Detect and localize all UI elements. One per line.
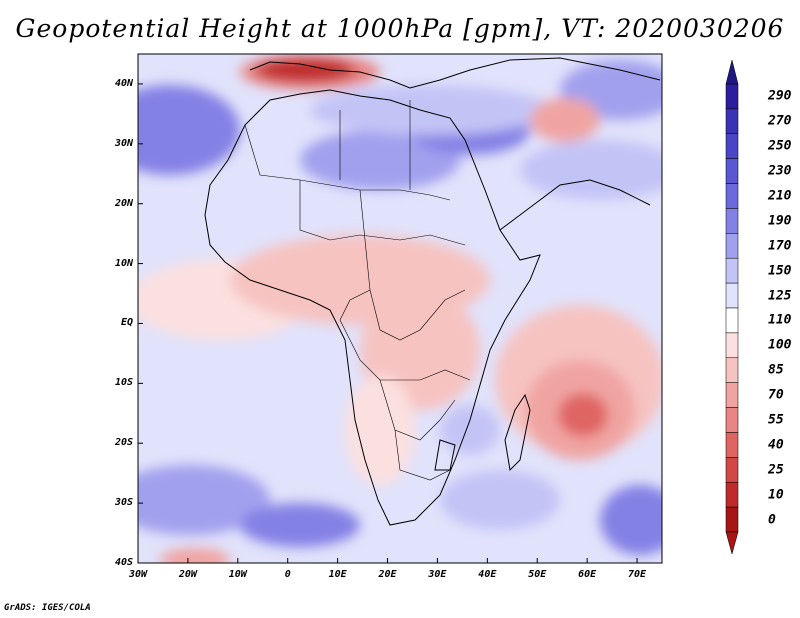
plot-frame	[137, 53, 663, 564]
colorbar-segment	[725, 183, 739, 209]
latitude-label: 40N	[114, 77, 133, 89]
colorbar-segment	[725, 506, 739, 533]
latitude-label: 20S	[114, 437, 133, 449]
latitude-label: EQ	[120, 317, 133, 329]
colorbar-label: 290	[768, 88, 792, 104]
grads-credit: GrADS: IGES/COLA	[4, 603, 91, 613]
colorbar-label: 85	[768, 362, 784, 378]
colorbar-segment	[725, 332, 739, 359]
longitude-label: 20E	[378, 569, 397, 580]
latitude-label: 10N	[114, 257, 133, 269]
colorbar-label: 270	[768, 113, 792, 129]
colorbar-label: 100	[768, 337, 792, 353]
longitude-label: 50E	[528, 569, 547, 580]
longitude-label: 10E	[328, 569, 347, 580]
longitude-label: 10W	[228, 569, 247, 580]
colorbar-segment	[725, 158, 739, 184]
colorbar-label: 25	[768, 462, 784, 478]
colorbar-segment	[725, 407, 739, 433]
latitude-label: 10S	[114, 377, 133, 389]
colorbar-segment	[725, 481, 739, 508]
colorbar-segment	[725, 382, 739, 408]
longitude-label: 20W	[178, 569, 197, 580]
latitude-label: 30S	[114, 497, 133, 509]
colorbar-label: 190	[768, 213, 792, 229]
colorbar-segment	[725, 432, 739, 458]
latitude-label: 20N	[114, 197, 133, 209]
longitude-label: 70E	[628, 569, 647, 580]
colorbar-segment	[725, 282, 739, 309]
colorbar-segment	[725, 357, 739, 383]
colorbar-segment	[725, 108, 739, 135]
colorbar-segment	[725, 457, 739, 483]
colorbar-label: 125	[768, 288, 792, 304]
colorbar-label: 230	[768, 163, 792, 179]
longitude-label: 60E	[578, 569, 597, 580]
colorbar-segment	[725, 133, 739, 159]
colorbar-segment	[725, 208, 739, 234]
colorbar-label: 10	[768, 487, 784, 503]
colorbar-label: 150	[768, 263, 792, 279]
colorbar-segment	[725, 233, 739, 259]
colorbar-segment	[725, 83, 739, 110]
colorbar-down-arrow-icon	[725, 531, 739, 555]
colorbar-up-arrow-icon	[725, 59, 739, 85]
colorbar-label: 250	[768, 138, 792, 154]
colorbar-label: 110	[768, 312, 792, 328]
longitude-label: 40E	[478, 569, 497, 580]
colorbar-segment	[725, 257, 739, 284]
latitude-label: 40S	[114, 557, 133, 568]
longitude-label: 30W	[128, 569, 148, 580]
map-title: Geopotential Height at 1000hPa [gpm], VT…	[15, 14, 785, 43]
colorbar-label: 55	[768, 412, 784, 428]
colorbar-label: 0	[768, 512, 776, 528]
colorbar	[725, 59, 739, 555]
longitude-label: 30E	[428, 569, 447, 580]
latitude-label: 30N	[114, 137, 133, 149]
height-field	[138, 54, 662, 563]
colorbar-label: 170	[768, 238, 792, 254]
colorbar-label: 210	[768, 188, 792, 204]
colorbar-label: 70	[768, 387, 784, 403]
colorbar-label: 40	[768, 437, 784, 453]
longitude-label: 0	[284, 569, 291, 580]
colorbar-segment	[725, 307, 739, 334]
